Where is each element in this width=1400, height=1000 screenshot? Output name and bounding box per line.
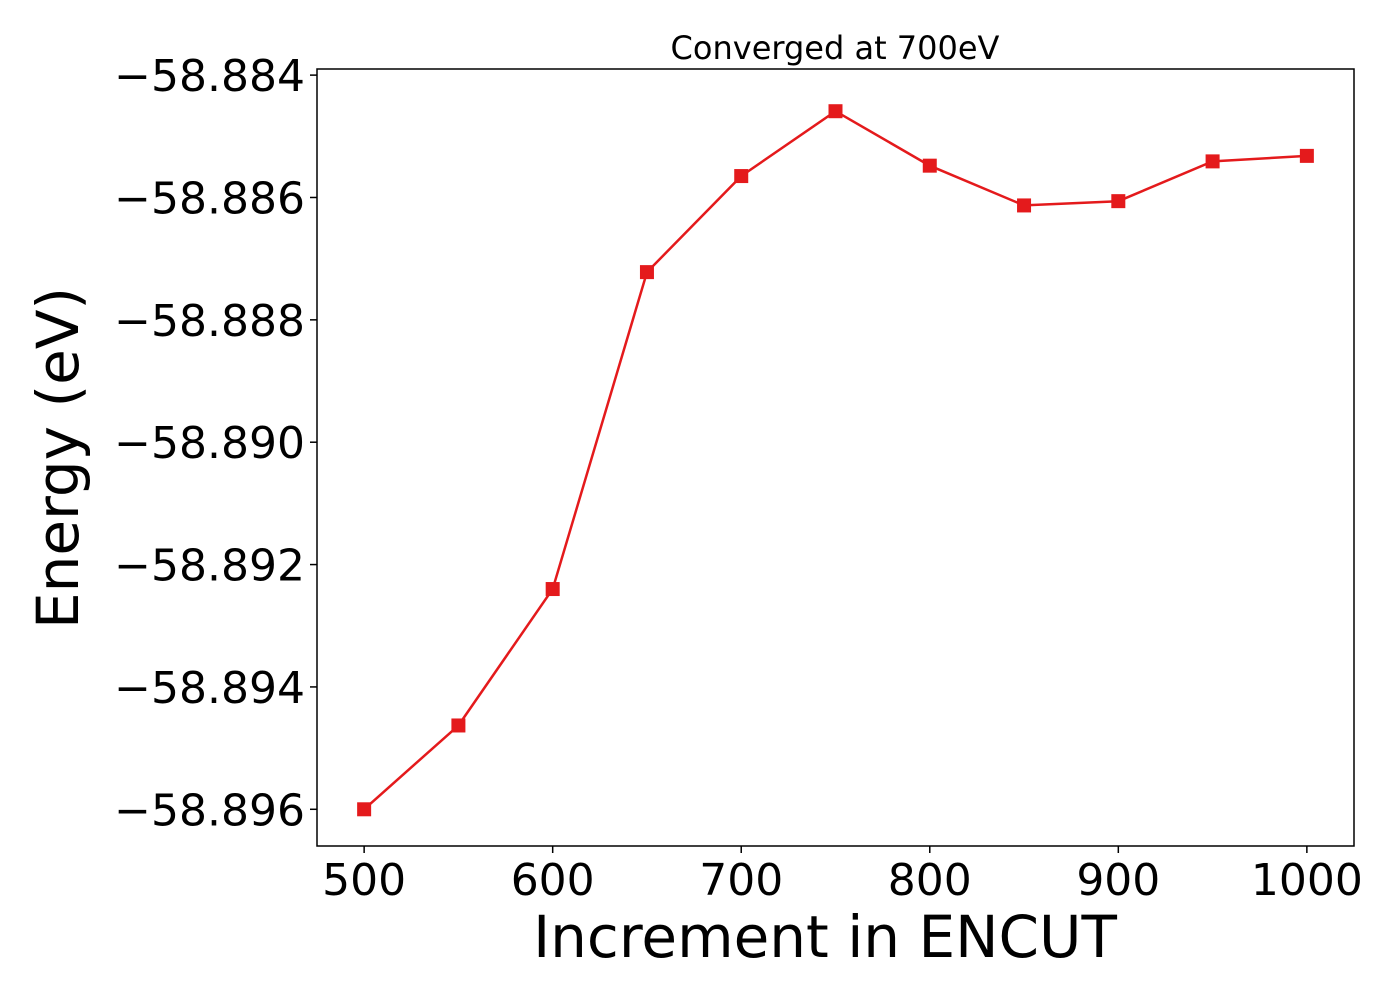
data-point	[922, 158, 937, 173]
y-tick-label: −58.890	[114, 418, 305, 469]
plot-area	[357, 104, 1314, 817]
y-axis-label: Energy (eV)	[24, 287, 92, 629]
data-point	[451, 718, 466, 733]
x-axis: 500 600 700 800 900 1000	[322, 846, 1363, 906]
data-point	[1205, 154, 1220, 169]
data-point	[1017, 198, 1032, 213]
y-tick-label: −58.888	[114, 296, 305, 347]
chart-title: Converged at 700eV	[671, 29, 1000, 67]
y-axis: −58.884 −58.886 −58.888 −58.890 −58.892 −58.8…	[114, 51, 317, 836]
y-tick-label: −58.892	[114, 541, 305, 592]
x-tick-label: 500	[322, 855, 406, 906]
x-tick-label: 700	[699, 855, 783, 906]
series-line	[363, 109, 1307, 811]
data-point	[1299, 148, 1314, 163]
x-tick-label: 900	[1076, 855, 1160, 906]
data-point	[734, 169, 749, 184]
plot-frame	[316, 68, 1355, 847]
data-point	[1111, 194, 1126, 209]
y-tick-label: −58.884	[114, 51, 305, 102]
data-point	[357, 802, 372, 817]
y-tick-label: −58.886	[114, 173, 305, 224]
x-axis-label: Increment in ENCUT	[533, 903, 1117, 971]
data-point	[828, 104, 843, 119]
x-tick-label: 600	[511, 855, 595, 906]
x-tick-label: 800	[888, 855, 972, 906]
y-tick-label: −58.894	[114, 663, 305, 714]
x-tick-label: 1000	[1251, 855, 1363, 906]
y-tick-label: −58.896	[114, 785, 305, 836]
data-point	[639, 265, 654, 280]
data-point	[545, 582, 560, 597]
